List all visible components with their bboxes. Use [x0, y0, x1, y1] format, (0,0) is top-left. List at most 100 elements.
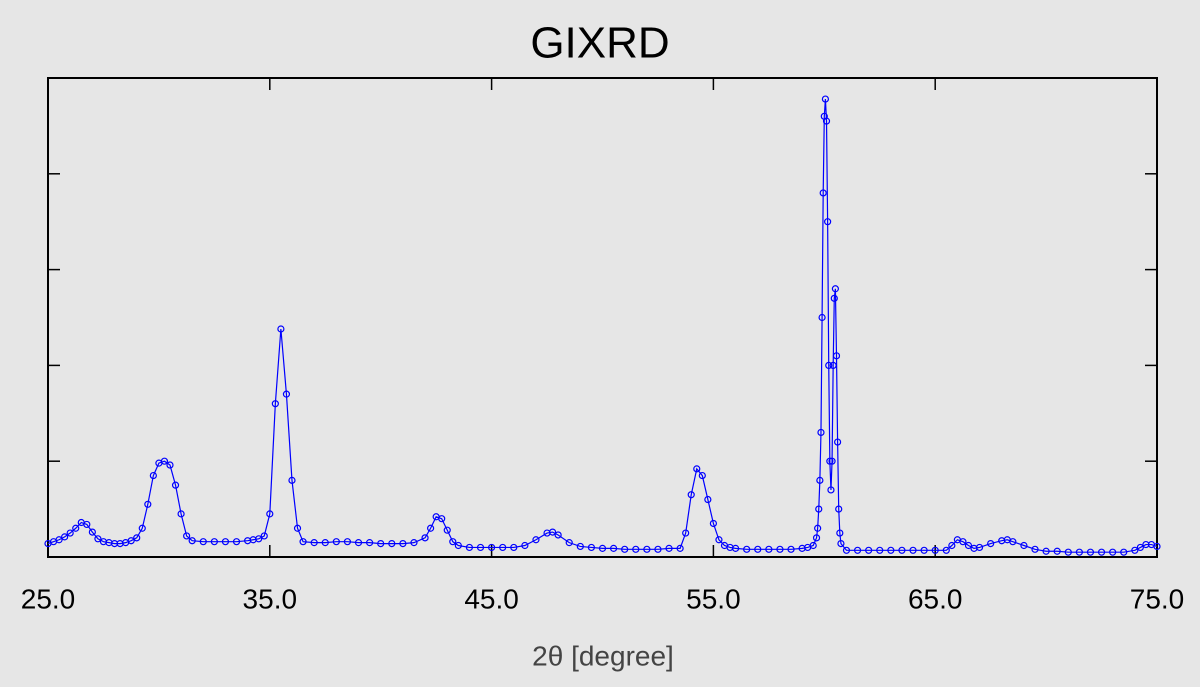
data-point [438, 515, 446, 523]
data-point [643, 545, 651, 553]
data-point [898, 546, 906, 554]
data-point [621, 545, 629, 553]
data-point [476, 543, 485, 552]
data-point [521, 541, 529, 550]
data-point [1136, 543, 1144, 552]
data-point [554, 531, 562, 539]
data-point [709, 519, 718, 528]
data-point [815, 505, 823, 513]
data-point [609, 544, 618, 552]
data-point [199, 538, 207, 546]
data-point [665, 544, 673, 552]
data-point [632, 545, 640, 553]
data-point [942, 546, 950, 554]
data-point [830, 294, 838, 302]
data-point [166, 461, 174, 469]
data-point [510, 543, 518, 552]
data-point [1020, 541, 1028, 550]
data-point [1097, 548, 1106, 556]
data-point [399, 539, 407, 548]
data-point [160, 457, 169, 465]
x-tick-label: 55.0 [686, 583, 741, 614]
data-point [959, 538, 967, 546]
data-point [454, 541, 462, 550]
data-point [183, 532, 191, 540]
data-point [443, 526, 451, 534]
data-point [232, 538, 241, 546]
data-point [687, 491, 695, 499]
data-point [293, 524, 302, 532]
data-point [61, 533, 69, 541]
data-point [388, 539, 396, 548]
data-point [266, 510, 274, 518]
data-point [587, 543, 596, 552]
data-point [831, 285, 839, 293]
data-point [693, 465, 701, 473]
data-point [765, 545, 773, 553]
data-point [824, 218, 832, 226]
data-point [288, 476, 296, 484]
data-point [88, 528, 96, 536]
data-point [743, 545, 751, 553]
data-point [818, 313, 826, 322]
data-point [1075, 548, 1083, 556]
data-point [343, 538, 352, 546]
data-point [842, 546, 851, 554]
data-point [421, 534, 429, 542]
data-point [427, 524, 435, 532]
data-point [366, 539, 374, 547]
data-point [828, 457, 836, 465]
data-point [853, 546, 862, 554]
data-point [465, 543, 474, 552]
data-point [809, 541, 817, 550]
plot-frame [47, 77, 1158, 558]
data-point [837, 539, 845, 548]
data-point [676, 544, 684, 552]
data-point [731, 544, 740, 552]
x-tick-label: 65.0 [908, 583, 963, 614]
data-point [1064, 548, 1072, 556]
data-point [826, 457, 834, 465]
data-point [277, 325, 285, 333]
data-point [598, 544, 607, 552]
data-point [776, 545, 784, 553]
data-point [975, 543, 984, 552]
data-point [1086, 548, 1095, 556]
data-point [548, 528, 557, 536]
data-point [282, 390, 291, 398]
data-point [576, 542, 584, 551]
x-tick-label: 45.0 [464, 583, 519, 614]
data-point [821, 95, 830, 103]
chart-title: GIXRD [530, 19, 669, 68]
data-point [354, 539, 363, 547]
data-point [144, 500, 152, 508]
data-point [814, 524, 822, 532]
data-point [210, 538, 218, 546]
data-point [964, 541, 973, 550]
data-point [55, 536, 63, 544]
data-point [816, 476, 824, 484]
data-point [704, 495, 712, 504]
data-point [565, 539, 573, 547]
data-point [909, 546, 917, 554]
data-point [321, 539, 329, 547]
data-line [47, 99, 1158, 553]
data-point [987, 539, 995, 548]
data-point [177, 510, 185, 518]
data-point [682, 529, 690, 537]
data-point [72, 524, 80, 532]
data-point [1009, 538, 1017, 546]
data-point [822, 117, 831, 125]
data-point [66, 529, 74, 537]
data-point [488, 543, 496, 552]
data-point [1109, 548, 1117, 556]
data-point [920, 546, 928, 554]
data-point [171, 481, 180, 489]
data-point [876, 546, 884, 554]
data-point [532, 536, 540, 544]
data-point [834, 438, 842, 446]
data-point [83, 520, 91, 529]
data-point [825, 361, 833, 369]
data-point [221, 538, 230, 546]
